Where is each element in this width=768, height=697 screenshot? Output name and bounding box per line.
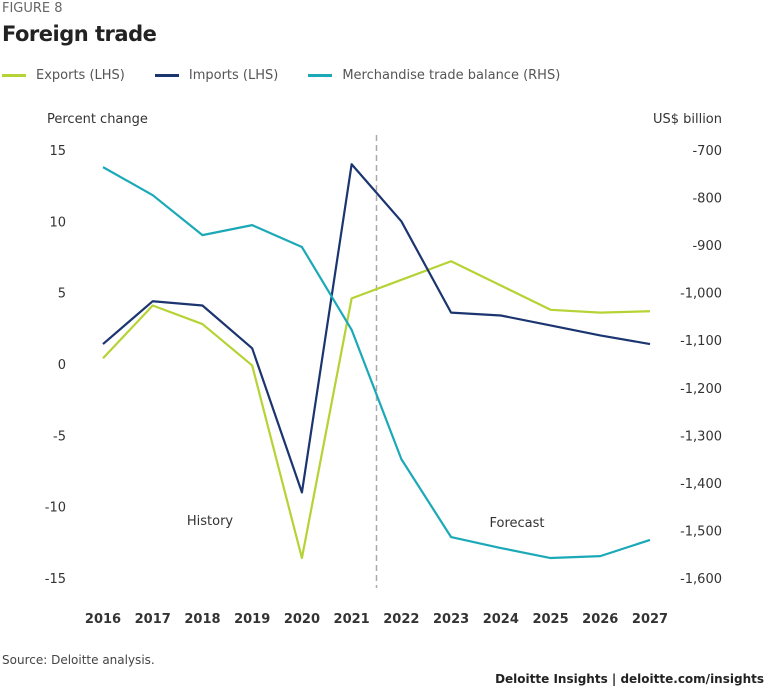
y-left-tick-label: -5 [53, 429, 66, 444]
x-tick-label: 2018 [184, 612, 220, 627]
brand-footer: Deloitte Insights | deloitte.com/insight… [495, 672, 764, 686]
series-line-1 [102, 163, 651, 494]
legend-swatch [2, 74, 26, 77]
y-left-tick-label: 10 [49, 215, 66, 230]
legend-item-imports: Imports (LHS) [154, 68, 279, 83]
y-right-tick-label: -1,100 [680, 334, 722, 349]
figure-label: FIGURE 8 [2, 1, 63, 16]
legend-label: Exports (LHS) [36, 68, 125, 83]
x-tick-label: 2026 [582, 612, 618, 627]
legend-label: Imports (LHS) [188, 68, 279, 83]
y-right-tick-label: -1,200 [680, 382, 722, 397]
legend-item-exports: Exports (LHS) [2, 68, 125, 83]
y-right-tick-label: -1,500 [680, 524, 722, 539]
legend: Exports (LHS) Imports (LHS) Merchandise … [2, 68, 560, 83]
annotation-history: History [187, 514, 234, 529]
legend-label: Merchandise trade balance (RHS) [342, 68, 561, 83]
y-right-tick-label: -900 [692, 239, 722, 254]
x-tick-label: 2023 [433, 612, 469, 627]
y-axis-left-label: Percent change [47, 112, 148, 127]
y-left-tick-label: 0 [58, 358, 66, 373]
x-tick-label: 2022 [383, 612, 419, 627]
y-left-tick-label: 15 [49, 144, 66, 159]
legend-swatch [308, 74, 333, 77]
chart-title: Foreign trade [2, 22, 157, 46]
y-right-tick-label: -800 [692, 192, 722, 207]
x-tick-label: 2024 [483, 612, 519, 627]
line-chart: Percent change US$ billion History Forec… [45, 112, 722, 627]
annotation-forecast: Forecast [489, 516, 544, 531]
legend-item-balance: Merchandise trade balance (RHS) [308, 68, 560, 83]
y-right-tick-label: -1,300 [680, 429, 722, 444]
y-left-tick-label: -15 [45, 572, 66, 587]
x-tick-label: 2027 [632, 612, 668, 627]
y-axis-right-label: US$ billion [653, 112, 722, 127]
series-line-0 [102, 260, 651, 560]
x-tick-label: 2019 [234, 612, 270, 627]
series-line-2 [102, 166, 651, 560]
y-right-tick-label: -1,400 [680, 477, 722, 492]
x-tick-label: 2017 [135, 612, 171, 627]
y-left-tick-label: 5 [58, 287, 66, 302]
y-right-tick-label: -1,600 [680, 572, 722, 587]
y-left-tick-label: -10 [45, 501, 66, 516]
x-tick-label: 2016 [85, 612, 121, 627]
legend-swatch [154, 74, 179, 77]
y-right-tick-label: -1,000 [680, 287, 722, 302]
x-tick-label: 2021 [334, 612, 370, 627]
x-tick-label: 2020 [284, 612, 320, 627]
y-right-tick-label: -700 [692, 144, 722, 159]
source-note: Source: Deloitte analysis. [2, 653, 155, 667]
x-tick-label: 2025 [532, 612, 568, 627]
